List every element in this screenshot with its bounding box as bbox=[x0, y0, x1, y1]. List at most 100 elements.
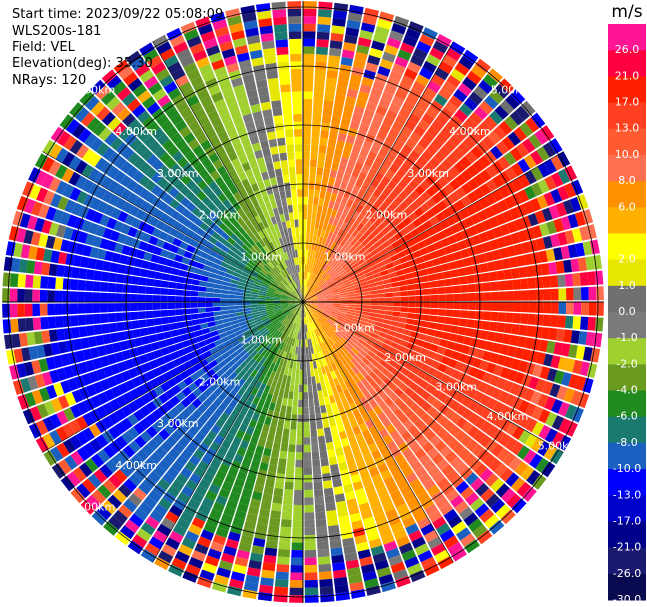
ray-gate bbox=[279, 534, 291, 543]
ray-gate bbox=[278, 283, 286, 289]
ray-gate bbox=[332, 294, 341, 298]
ray-gate bbox=[303, 23, 316, 32]
ray-gate bbox=[284, 336, 290, 345]
ray-gate bbox=[284, 310, 292, 317]
ray-gate bbox=[314, 69, 326, 78]
ray-gate bbox=[108, 151, 121, 165]
ray-gate bbox=[436, 458, 449, 471]
ray-gate bbox=[132, 124, 146, 138]
ray-gate bbox=[181, 386, 192, 397]
ray-gate bbox=[223, 376, 233, 386]
ray-gate bbox=[346, 311, 355, 316]
ray-gate bbox=[344, 362, 352, 372]
ray-gate bbox=[243, 20, 258, 30]
ray-gate bbox=[385, 109, 398, 121]
ray-gate bbox=[242, 302, 251, 306]
ray-gate bbox=[303, 339, 306, 348]
ray-gate bbox=[371, 161, 382, 172]
ray-gate bbox=[241, 352, 250, 361]
ray-gate bbox=[251, 166, 261, 176]
ray-gate bbox=[41, 262, 51, 276]
ray-gate bbox=[353, 312, 362, 318]
ray-gate bbox=[330, 354, 337, 363]
ray-gate bbox=[314, 337, 320, 345]
ray-gate bbox=[265, 235, 272, 244]
ray-gate bbox=[331, 162, 340, 171]
ray-gate bbox=[312, 459, 321, 468]
ray-gate bbox=[182, 302, 191, 309]
ray-gate bbox=[288, 304, 296, 307]
ray-gate bbox=[38, 203, 50, 219]
ray-gate bbox=[284, 212, 290, 222]
ray-gate bbox=[285, 136, 294, 145]
ray-gate bbox=[320, 405, 327, 414]
ray-gate bbox=[268, 169, 276, 179]
ray-gate bbox=[451, 521, 467, 535]
ray-gate bbox=[422, 131, 435, 144]
ray-gate bbox=[211, 245, 221, 254]
ray-gate bbox=[305, 346, 309, 355]
ray-gate bbox=[353, 251, 362, 260]
ray-gate bbox=[280, 298, 289, 301]
ray-gate bbox=[368, 538, 382, 549]
ray-gate bbox=[274, 256, 281, 265]
ray-gate bbox=[239, 188, 248, 198]
ray-gate bbox=[303, 226, 307, 235]
ray-gate bbox=[258, 310, 267, 314]
ray-gate bbox=[95, 434, 109, 448]
ray-gate bbox=[506, 221, 518, 234]
ray-gate bbox=[364, 210, 374, 220]
ray-gate bbox=[413, 234, 424, 244]
ray-gate bbox=[290, 242, 295, 251]
ray-gate bbox=[316, 420, 323, 430]
ray-gate bbox=[423, 295, 431, 302]
ray-gate bbox=[72, 467, 87, 482]
ray-gate bbox=[351, 393, 360, 403]
ray-gate bbox=[363, 69, 376, 80]
ray-gate bbox=[355, 363, 364, 372]
ray-gate bbox=[56, 442, 70, 458]
ray-gate bbox=[295, 299, 303, 302]
ray-gate bbox=[55, 224, 67, 238]
ray-gate bbox=[239, 406, 249, 416]
ray-gate bbox=[202, 364, 212, 373]
ray-gate bbox=[291, 257, 295, 266]
ray-gate bbox=[157, 94, 171, 108]
ray-gate bbox=[141, 115, 156, 129]
ray-gate bbox=[341, 398, 349, 408]
ray-gate bbox=[358, 123, 370, 133]
range-ring-labels: 1.00km2.00km3.00km4.00km5.00km1.00km2.00… bbox=[74, 83, 580, 513]
ray-gate bbox=[262, 237, 269, 246]
ray-gate bbox=[332, 478, 343, 488]
ray-gate bbox=[210, 117, 223, 128]
ray-gate bbox=[127, 426, 140, 440]
ray-gate bbox=[496, 447, 510, 462]
ray-gate bbox=[303, 211, 308, 220]
ray-gate bbox=[383, 84, 397, 96]
ray-gate bbox=[447, 437, 460, 450]
ray-gate bbox=[343, 421, 352, 431]
colorbar-tick-label: 0.0 bbox=[618, 305, 636, 318]
ray-gate bbox=[324, 322, 331, 329]
ray-gate bbox=[361, 238, 370, 247]
ray-gate bbox=[138, 319, 147, 328]
ray-gate bbox=[505, 472, 520, 487]
ray-gate bbox=[191, 196, 202, 207]
ray-gate bbox=[103, 521, 119, 536]
ray-gate bbox=[441, 207, 453, 219]
ray-gate bbox=[322, 313, 330, 319]
ray-gate bbox=[431, 388, 442, 399]
ray-gate bbox=[192, 126, 205, 138]
ray-gate bbox=[394, 397, 405, 408]
ray-gate bbox=[521, 241, 531, 254]
ray-gate bbox=[425, 383, 436, 394]
ray-gate bbox=[211, 334, 221, 342]
ray-gate bbox=[228, 313, 237, 318]
ray-gate bbox=[351, 144, 362, 155]
ray-gate bbox=[455, 187, 467, 199]
ray-gate bbox=[369, 248, 379, 257]
ray-gate bbox=[93, 270, 103, 281]
ray-gate bbox=[223, 240, 233, 249]
ray-gate bbox=[323, 168, 331, 177]
ray-gate bbox=[289, 383, 295, 392]
